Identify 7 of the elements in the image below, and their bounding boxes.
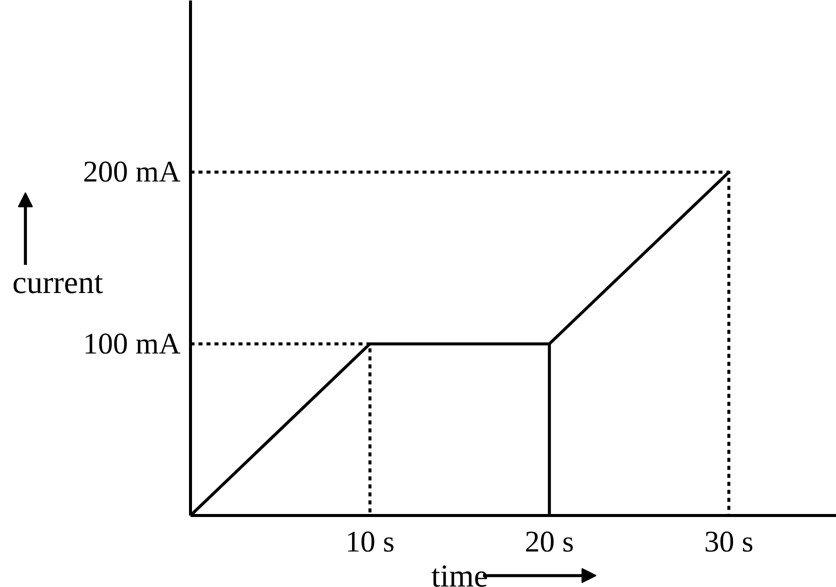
x-tick-label: 30 s: [704, 526, 754, 558]
y-tick-label: 100 mA: [83, 327, 181, 360]
y-tick-label: 200 mA: [83, 156, 181, 189]
x-tick-label: 10 s: [345, 526, 395, 558]
y-axis-title: current: [12, 264, 104, 300]
x-axis-title: time: [431, 558, 488, 587]
x-tick-label: 20 s: [524, 526, 574, 558]
